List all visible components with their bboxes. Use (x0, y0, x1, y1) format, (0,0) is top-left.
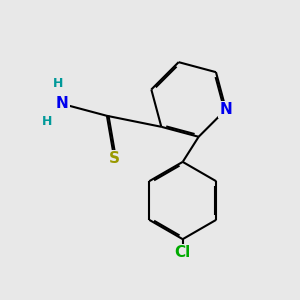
Text: S: S (109, 152, 120, 166)
Text: H: H (53, 76, 63, 90)
Text: N: N (56, 96, 69, 111)
Text: N: N (220, 102, 232, 117)
Text: H: H (42, 115, 52, 128)
Text: Cl: Cl (175, 245, 191, 260)
